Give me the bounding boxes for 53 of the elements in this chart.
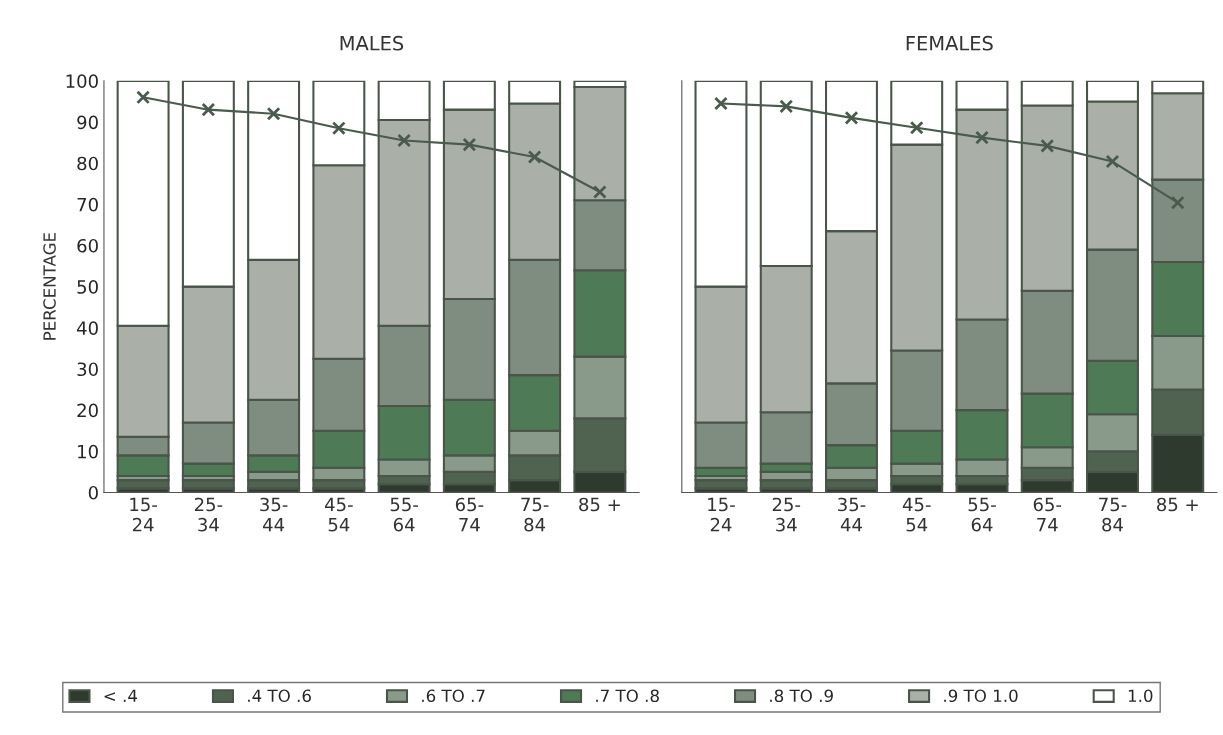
- chart-title: FEMALES: [906, 35, 993, 51]
- point: [136, 90, 151, 105]
- x-tick-label: 55- 64: [390, 497, 418, 532]
- x-tick-label: 65- 74: [455, 497, 484, 532]
- x-tick-label: 45- 54: [325, 497, 353, 532]
- x-tick-label: 25- 34: [194, 497, 223, 532]
- x-tick-label: 35- 44: [260, 497, 288, 532]
- y-tick-label: 30: [77, 362, 98, 377]
- legend-label: .7 TO .8: [596, 689, 659, 703]
- point: [779, 99, 794, 114]
- y-tick-label: 50: [77, 280, 98, 294]
- y-tick-label: 70: [77, 197, 98, 212]
- y-tick-label: 80: [77, 156, 98, 171]
- legend-label: .6 TO .7: [422, 689, 485, 703]
- x-tick-label: 15- 24: [708, 497, 735, 532]
- point: [714, 96, 728, 111]
- x-tick-label: 25- 34: [772, 497, 801, 532]
- x-tick-label: 75- 84: [1099, 497, 1127, 532]
- y-tick-label: 40: [77, 321, 98, 335]
- point: [462, 137, 477, 152]
- y-tick-label: 10: [78, 444, 98, 459]
- point: [527, 150, 542, 164]
- point: [331, 121, 346, 136]
- y-tick-label: 100: [66, 74, 98, 88]
- x-tick-label: 45- 54: [902, 497, 931, 532]
- point: [909, 120, 924, 135]
- y-axis-title: PERCENTAGE: [43, 233, 56, 340]
- point: [1105, 154, 1120, 169]
- x-tick-label: 35- 44: [838, 497, 866, 532]
- x-tick-label: 75- 84: [521, 497, 549, 532]
- point: [844, 110, 859, 125]
- x-tick-label: 65- 74: [1033, 497, 1062, 532]
- y-tick-label: 60: [77, 238, 98, 253]
- legend-label: .4 TO .6: [248, 689, 311, 703]
- point: [592, 185, 607, 199]
- y-tick-label: 0: [88, 485, 98, 500]
- point: [975, 130, 989, 145]
- point: [397, 133, 412, 148]
- point: [201, 102, 216, 117]
- legend-label: 1.0: [1128, 689, 1153, 703]
- point: [1170, 195, 1185, 210]
- legend-label: .8 TO .9: [770, 689, 833, 703]
- point: [1040, 138, 1055, 153]
- x-tick-label: 85 +: [579, 497, 620, 512]
- x-tick-label: 85 +: [1157, 497, 1198, 512]
- x-tick-label: 55- 64: [968, 497, 996, 532]
- y-tick-label: 20: [77, 403, 98, 418]
- legend-label: .9 TO 1.0: [944, 689, 1018, 703]
- chart-title: MALES: [340, 35, 404, 51]
- x-tick-label: 15- 24: [130, 497, 157, 532]
- point: [266, 106, 281, 121]
- y-tick-label: 90: [77, 115, 98, 130]
- legend-label: < .4: [104, 689, 138, 702]
